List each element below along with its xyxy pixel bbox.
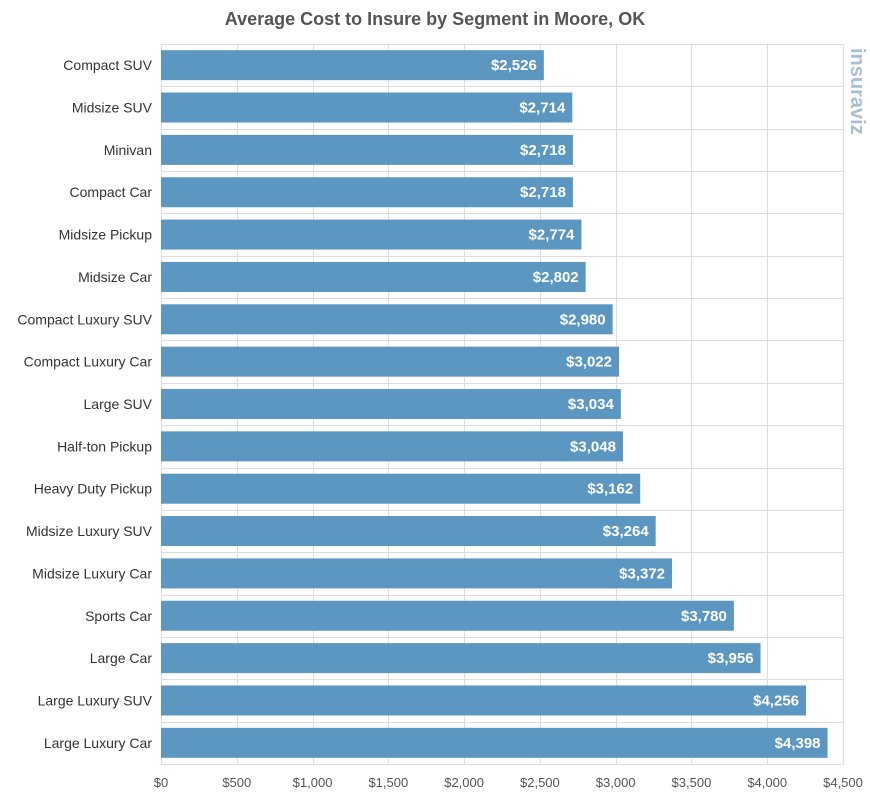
bars: $2,526 $2,714 $2,718 $2,718 $2,774 $2,802 $2,9…	[161, 50, 828, 758]
data-label: $2,718	[520, 142, 566, 159]
category-label: Large Luxury SUV	[38, 692, 153, 708]
bar[interactable]	[161, 431, 623, 462]
category-label: Midsize Car	[78, 269, 152, 285]
bar[interactable]	[161, 304, 613, 335]
data-label: $3,264	[603, 523, 650, 540]
category-label: Large Car	[90, 650, 153, 666]
category-label: Midsize Luxury Car	[32, 565, 152, 581]
bar[interactable]	[161, 727, 828, 758]
category-label: Large Luxury Car	[44, 735, 153, 751]
data-label: $2,980	[560, 311, 606, 328]
chart-title: Average Cost to Insure by Segment in Moo…	[224, 9, 646, 29]
bar[interactable]	[161, 685, 807, 716]
data-label: $3,034	[568, 396, 615, 413]
x-tick-label: $4,000	[747, 775, 787, 790]
bar[interactable]	[161, 516, 656, 547]
data-label: $2,718	[520, 184, 566, 201]
x-tick-label: $4,500	[823, 775, 863, 790]
data-label: $2,774	[529, 227, 576, 244]
data-label: $3,162	[587, 481, 633, 498]
x-tick-label: $2,000	[444, 775, 484, 790]
x-tick-label: $0	[154, 775, 168, 790]
bar[interactable]	[161, 177, 573, 208]
data-label: $3,956	[708, 650, 754, 667]
insuraviz-watermark: insuraviz	[842, 48, 868, 160]
category-label: Sports Car	[85, 608, 152, 624]
data-label: $3,780	[681, 608, 727, 625]
bar[interactable]	[161, 219, 582, 250]
data-label: $3,022	[566, 354, 612, 371]
data-label: $2,714	[519, 100, 566, 117]
category-label: Compact Luxury Car	[24, 354, 153, 370]
bar[interactable]	[161, 134, 573, 165]
x-tick-label: $1,000	[293, 775, 333, 790]
bar[interactable]	[161, 600, 734, 631]
data-label: $4,398	[775, 735, 821, 752]
bar[interactable]	[161, 346, 620, 377]
x-tick-label: $1,500	[368, 775, 408, 790]
category-labels: Compact SUV Midsize SUV Minivan Compact Car…	[17, 57, 152, 751]
bar[interactable]	[161, 92, 573, 123]
bar[interactable]	[161, 473, 641, 504]
data-label: $3,372	[619, 565, 665, 582]
category-label: Compact Luxury SUV	[17, 311, 152, 327]
category-label: Half-ton Pickup	[57, 438, 152, 454]
x-tick-label: $3,500	[672, 775, 712, 790]
x-tick-label: $500	[222, 775, 251, 790]
bar[interactable]	[161, 643, 761, 674]
data-label: $4,256	[753, 692, 799, 709]
x-tick-label: $2,500	[520, 775, 560, 790]
data-label: $2,526	[491, 57, 537, 74]
x-axis-ticks: $0 $500 $1,000 $1,500 $2,000 $2,500 $3,000 $3,5…	[154, 775, 863, 790]
category-label: Minivan	[104, 142, 152, 158]
category-label: Large SUV	[84, 396, 153, 412]
watermark-text: insuraviz	[846, 48, 868, 135]
bar[interactable]	[161, 389, 621, 419]
category-label: Compact SUV	[63, 57, 152, 73]
category-label: Compact Car	[70, 184, 153, 200]
category-label: Heavy Duty Pickup	[34, 481, 152, 497]
data-label: $2,802	[533, 269, 579, 286]
bar[interactable]	[161, 558, 673, 589]
bar[interactable]	[161, 50, 544, 81]
bar[interactable]	[161, 261, 586, 292]
category-label: Midsize Luxury SUV	[26, 523, 153, 539]
x-tick-label: $3,000	[596, 775, 636, 790]
data-label: $3,048	[570, 438, 616, 455]
category-label: Midsize SUV	[72, 100, 153, 116]
category-label: Midsize Pickup	[59, 227, 153, 243]
